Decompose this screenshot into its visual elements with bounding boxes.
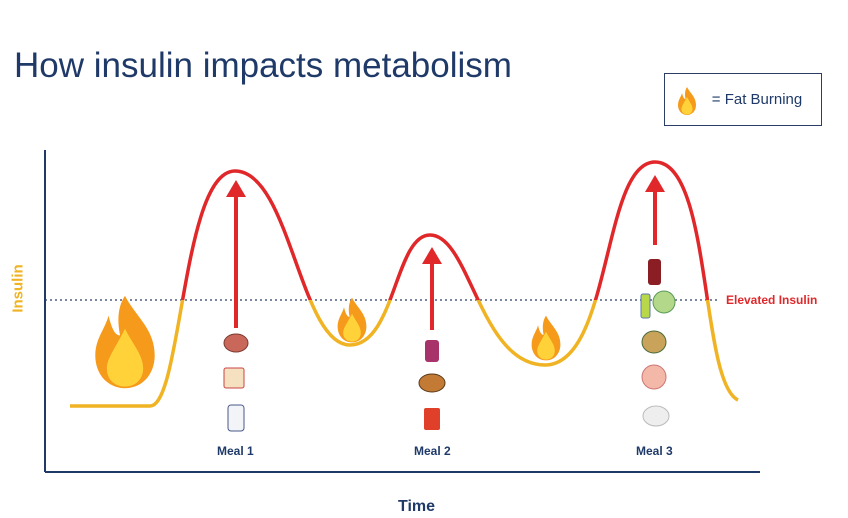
y-axis-label: Insulin — [9, 264, 27, 313]
fries-icon — [424, 408, 440, 430]
arrow-head-icon — [226, 180, 246, 197]
x-axis-label: Time — [398, 498, 436, 515]
flame-icon — [531, 315, 561, 361]
legend: = Fat Burning — [664, 73, 822, 126]
flame-icon — [95, 295, 155, 389]
soda-icon — [648, 259, 661, 285]
salad-dressing-icon — [640, 293, 651, 319]
meal-2-label: Meal 2 — [414, 444, 451, 458]
rice-icon — [642, 405, 670, 427]
legend-label: = Fat Burning — [711, 91, 803, 108]
milk-icon — [227, 404, 245, 432]
page-title: How insulin impacts metabolism — [14, 46, 512, 85]
meal-3-label: Meal 3 — [636, 444, 673, 458]
lettuce-icon — [652, 290, 676, 314]
arrow-head-icon — [645, 175, 665, 192]
burger-icon — [418, 373, 446, 393]
meal-1-label: Meal 1 — [217, 444, 254, 458]
cereal-icon — [223, 367, 245, 389]
pastry-icon — [223, 333, 249, 353]
flame-icon — [337, 297, 367, 343]
arrow-head-icon — [422, 247, 442, 264]
elevated-insulin-label: Elevated Insulin — [726, 293, 818, 307]
smoothie-icon — [425, 340, 439, 362]
potato-icon — [641, 330, 667, 354]
chicken-icon — [641, 364, 667, 390]
insulin-curve-low — [68, 300, 740, 408]
